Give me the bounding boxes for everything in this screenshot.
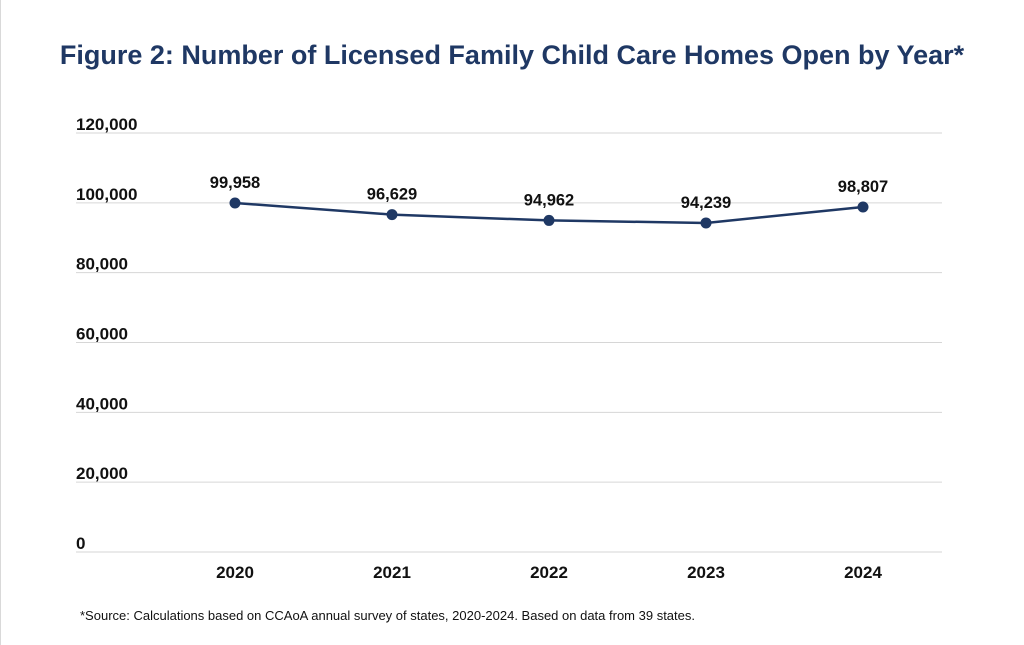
x-axis-tick-labels: 2020 2021 2022 2023 2024 bbox=[216, 563, 882, 582]
y-tick-label: 120,000 bbox=[76, 115, 137, 134]
y-tick-label: 0 bbox=[76, 534, 85, 553]
y-axis-tick-labels: 0 20,000 40,000 60,000 80,000 100,000 120,000 bbox=[76, 115, 137, 553]
x-tick-label: 2020 bbox=[216, 563, 254, 582]
data-label: 99,958 bbox=[210, 174, 260, 192]
x-tick-label: 2021 bbox=[373, 563, 411, 582]
y-tick-label: 40,000 bbox=[76, 394, 128, 413]
data-point bbox=[543, 214, 555, 226]
left-border bbox=[0, 0, 1, 645]
source-note: *Source: Calculations based on CCAoA ann… bbox=[80, 608, 695, 623]
chart-title: Figure 2: Number of Licensed Family Chil… bbox=[59, 40, 965, 70]
data-label: 96,629 bbox=[367, 186, 417, 204]
data-label: 98,807 bbox=[838, 178, 888, 196]
data-labels: 99,958 96,629 94,962 94,239 98,807 bbox=[210, 174, 888, 212]
data-point bbox=[857, 201, 869, 213]
x-tick-label: 2023 bbox=[687, 563, 725, 582]
y-tick-label: 80,000 bbox=[76, 255, 128, 274]
gridlines bbox=[76, 132, 942, 553]
series-line-group bbox=[229, 197, 869, 229]
y-tick-label: 60,000 bbox=[76, 325, 128, 344]
data-point bbox=[229, 197, 241, 209]
data-point bbox=[700, 217, 712, 229]
y-tick-label: 20,000 bbox=[76, 464, 128, 483]
data-label: 94,962 bbox=[524, 191, 574, 209]
x-tick-label: 2022 bbox=[530, 563, 568, 582]
y-tick-label: 100,000 bbox=[76, 185, 137, 204]
x-tick-label: 2024 bbox=[844, 563, 882, 582]
data-point bbox=[386, 209, 398, 221]
data-label: 94,239 bbox=[681, 194, 731, 212]
